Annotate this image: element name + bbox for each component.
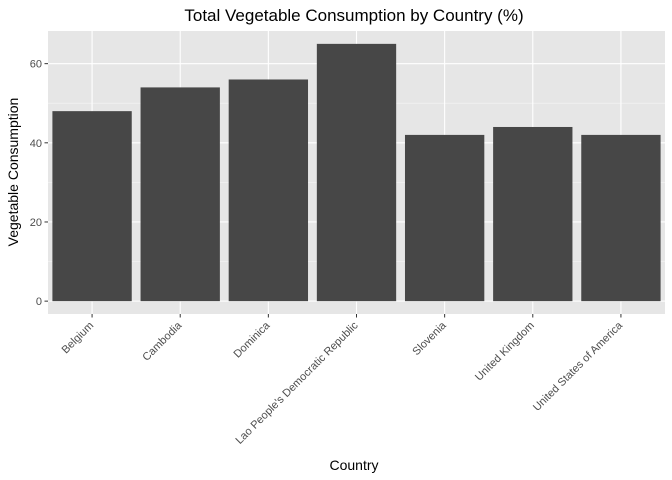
bar bbox=[493, 126, 573, 302]
y-tick-label: 20 bbox=[30, 217, 42, 229]
x-axis-title: Country bbox=[329, 457, 378, 473]
bar bbox=[228, 79, 309, 302]
bars bbox=[52, 43, 661, 302]
y-axis-title: Vegetable Consumption bbox=[5, 98, 21, 247]
y-tick-label: 40 bbox=[30, 138, 42, 150]
y-axis: 0 20 40 60 bbox=[30, 59, 48, 308]
chart-title: Total Vegetable Consumption by Country (… bbox=[184, 6, 523, 25]
bar bbox=[316, 43, 397, 302]
bar bbox=[581, 134, 661, 302]
bar bbox=[404, 134, 485, 302]
bar bbox=[140, 87, 220, 302]
bar bbox=[52, 111, 132, 302]
y-tick-label: 60 bbox=[30, 59, 42, 71]
y-tick-label: 0 bbox=[36, 296, 42, 308]
